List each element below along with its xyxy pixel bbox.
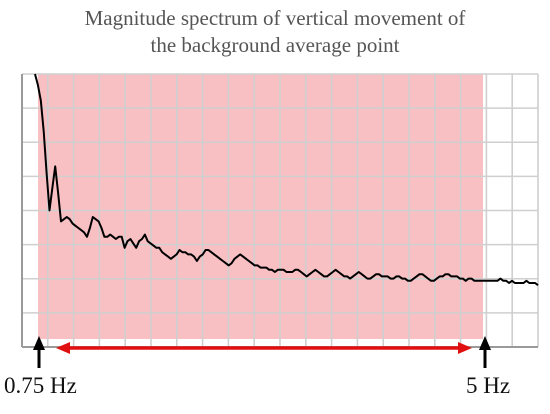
chart-title: Magnitude spectrum of vertical movement … — [0, 5, 550, 59]
band-start-label: 0.75 Hz — [4, 373, 77, 398]
series-group — [34, 73, 539, 286]
range-arrow-left-head — [56, 342, 70, 354]
range-arrow-right-head — [458, 342, 472, 354]
chart-title-line-1: Magnitude spectrum of vertical movement … — [84, 6, 466, 30]
band-end-label: 5 Hz — [466, 373, 511, 398]
band-end-marker-head — [479, 336, 491, 350]
chart-title-line-2: the background average point — [150, 33, 400, 57]
spectrum-line — [34, 73, 539, 286]
band-start-marker-head — [33, 336, 45, 350]
highlight-band — [38, 74, 483, 339]
marker-group — [33, 336, 491, 368]
grid-group — [21, 73, 539, 348]
highlight-band-group — [38, 74, 483, 339]
